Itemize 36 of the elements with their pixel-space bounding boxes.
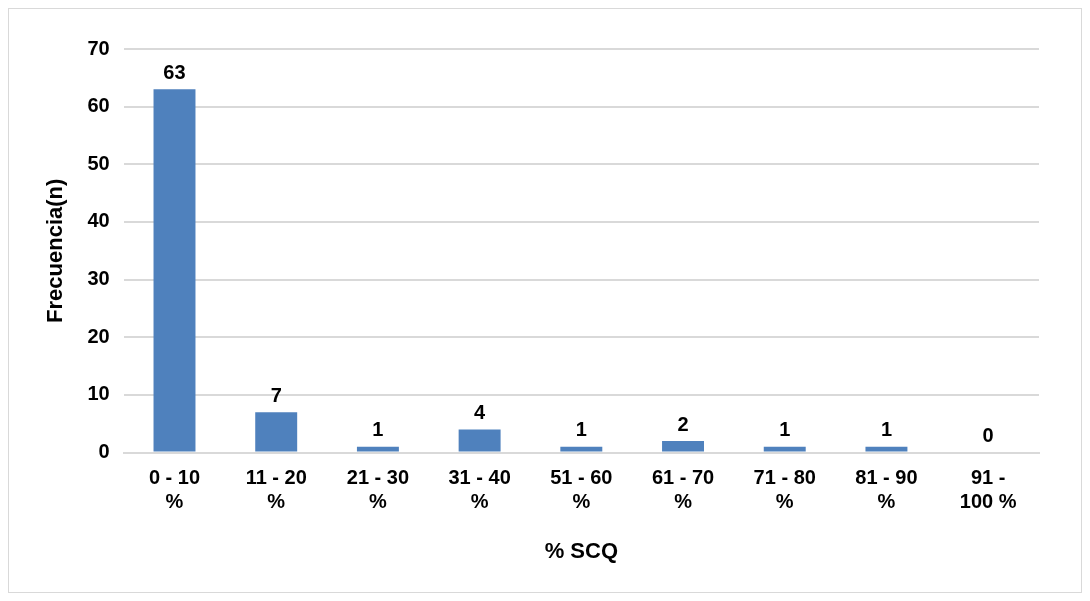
y-tick-label: 60 <box>87 94 110 117</box>
data-label: 63 <box>163 60 186 83</box>
y-tick-label: 30 <box>87 267 110 290</box>
data-label: 0 <box>982 424 994 447</box>
data-label: 1 <box>779 418 791 441</box>
bar <box>356 446 399 452</box>
y-tick-label: 0 <box>98 440 110 463</box>
x-tick-label: 11 - 20 % <box>245 466 307 513</box>
bar <box>865 446 908 452</box>
data-label: 2 <box>677 412 689 435</box>
bar <box>458 429 501 452</box>
x-tick-label: 21 - 30 % <box>346 466 410 513</box>
y-tick-label: 20 <box>87 324 110 347</box>
x-axis-title: % SCQ <box>544 537 618 563</box>
x-tick-label: 0 - 10 % <box>148 466 201 513</box>
data-label: 1 <box>880 418 892 441</box>
y-tick-label: 40 <box>87 209 110 232</box>
x-tick-label: 61 - 70 % <box>651 466 715 513</box>
x-tick-label: 91 - 100 % <box>959 466 1017 513</box>
x-tick-label: 81 - 90 % <box>855 466 918 513</box>
y-axis-title: Frecuencia(n) <box>42 178 68 323</box>
bar <box>763 446 806 452</box>
bar <box>662 441 705 452</box>
data-label: 7 <box>270 383 282 406</box>
x-tick-label: 71 - 80 % <box>753 466 816 513</box>
data-label: 1 <box>575 418 587 441</box>
bar <box>255 412 298 452</box>
x-tick-label: 31 - 40 % <box>448 466 511 513</box>
y-tick-label: 50 <box>87 151 110 174</box>
y-tick-label: 70 <box>87 36 110 59</box>
y-tick-label: 10 <box>87 382 110 405</box>
x-tick-label: 51 - 60 % <box>550 466 613 513</box>
bar <box>560 446 603 452</box>
bar <box>153 89 196 452</box>
data-label: 1 <box>372 418 384 441</box>
data-label: 4 <box>474 401 487 424</box>
